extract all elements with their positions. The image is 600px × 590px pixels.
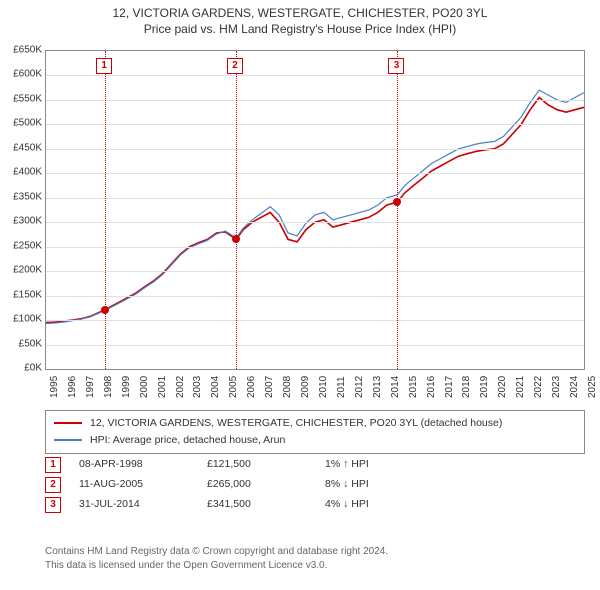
legend-swatch <box>54 422 82 424</box>
x-axis-label: 2013 <box>372 376 383 398</box>
chart-svg <box>46 51 584 369</box>
x-axis-label: 1998 <box>103 376 114 398</box>
x-axis-label: 2006 <box>246 376 257 398</box>
x-axis-label: 2002 <box>175 376 186 398</box>
x-axis-label: 2023 <box>551 376 562 398</box>
y-axis-label: £0K <box>0 363 42 374</box>
footer: Contains HM Land Registry data © Crown c… <box>45 545 585 573</box>
marker-badge: 1 <box>96 58 112 74</box>
x-axis-label: 2001 <box>157 376 168 398</box>
x-axis-label: 2024 <box>569 376 580 398</box>
transaction-row: 1 08-APR-1998 £121,500 1% ↑ HPI <box>45 455 585 475</box>
y-axis-label: £450K <box>0 142 42 153</box>
transaction-badge: 2 <box>45 477 61 493</box>
x-axis-label: 2014 <box>390 376 401 398</box>
x-axis-label: 2007 <box>264 376 275 398</box>
transaction-badge: 1 <box>45 457 61 473</box>
footer-line-1: Contains HM Land Registry data © Crown c… <box>45 545 585 559</box>
transaction-date: 08-APR-1998 <box>79 455 189 475</box>
x-axis-label: 2003 <box>192 376 203 398</box>
x-axis-label: 2008 <box>282 376 293 398</box>
transaction-delta: 8% ↓ HPI <box>325 475 369 495</box>
marker-badge: 2 <box>227 58 243 74</box>
y-axis-label: £100K <box>0 314 42 325</box>
x-axis-label: 2017 <box>444 376 455 398</box>
x-axis-label: 2022 <box>533 376 544 398</box>
x-axis-label: 2018 <box>461 376 472 398</box>
x-axis-label: 1995 <box>49 376 60 398</box>
x-axis-label: 2004 <box>210 376 221 398</box>
title-line-2: Price paid vs. HM Land Registry's House … <box>0 22 600 38</box>
transaction-badge: 3 <box>45 497 61 513</box>
x-axis-label: 2019 <box>479 376 490 398</box>
marker-badge: 3 <box>388 58 404 74</box>
legend-row: HPI: Average price, detached house, Arun <box>54 432 576 449</box>
x-axis-label: 2000 <box>139 376 150 398</box>
marker-dot <box>101 306 109 314</box>
transaction-price: £341,500 <box>207 495 307 515</box>
x-axis-label: 2005 <box>228 376 239 398</box>
x-axis-label: 2012 <box>354 376 365 398</box>
x-axis-label: 2015 <box>408 376 419 398</box>
transaction-price: £265,000 <box>207 475 307 495</box>
transaction-delta: 4% ↓ HPI <box>325 495 369 515</box>
x-axis-label: 1999 <box>121 376 132 398</box>
y-axis-label: £150K <box>0 289 42 300</box>
x-axis-label: 2025 <box>587 376 598 398</box>
marker-dot <box>393 198 401 206</box>
x-axis-label: 2020 <box>497 376 508 398</box>
y-axis-label: £650K <box>0 45 42 56</box>
transaction-row: 2 11-AUG-2005 £265,000 8% ↓ HPI <box>45 475 585 495</box>
y-axis-label: £250K <box>0 240 42 251</box>
transaction-price: £121,500 <box>207 455 307 475</box>
legend: 12, VICTORIA GARDENS, WESTERGATE, CHICHE… <box>45 410 585 454</box>
y-axis-label: £400K <box>0 167 42 178</box>
x-axis-label: 2011 <box>336 376 347 398</box>
legend-row: 12, VICTORIA GARDENS, WESTERGATE, CHICHE… <box>54 415 576 432</box>
transaction-date: 31-JUL-2014 <box>79 495 189 515</box>
x-axis-label: 2021 <box>515 376 526 398</box>
legend-swatch <box>54 439 82 441</box>
price-chart: { "title_line1": "12, VICTORIA GARDENS, … <box>0 0 600 590</box>
x-axis-label: 1997 <box>85 376 96 398</box>
transaction-delta: 1% ↑ HPI <box>325 455 369 475</box>
y-axis-label: £300K <box>0 216 42 227</box>
y-axis-label: £550K <box>0 93 42 104</box>
x-axis-label: 2016 <box>426 376 437 398</box>
transaction-row: 3 31-JUL-2014 £341,500 4% ↓ HPI <box>45 495 585 515</box>
marker-dot <box>232 235 240 243</box>
y-axis-label: £600K <box>0 69 42 80</box>
y-axis-label: £200K <box>0 265 42 276</box>
transaction-date: 11-AUG-2005 <box>79 475 189 495</box>
x-axis-label: 2009 <box>300 376 311 398</box>
series-subject <box>46 98 584 323</box>
x-axis-label: 2010 <box>318 376 329 398</box>
y-axis-label: £50K <box>0 338 42 349</box>
plot-area <box>45 50 585 370</box>
legend-label: 12, VICTORIA GARDENS, WESTERGATE, CHICHE… <box>90 415 502 432</box>
title-line-1: 12, VICTORIA GARDENS, WESTERGATE, CHICHE… <box>0 6 600 22</box>
transactions-table: 1 08-APR-1998 £121,500 1% ↑ HPI 2 11-AUG-2005… <box>45 455 585 515</box>
footer-line-2: This data is licensed under the Open Gov… <box>45 559 585 573</box>
x-axis-label: 1996 <box>67 376 78 398</box>
y-axis-label: £350K <box>0 191 42 202</box>
chart-title: 12, VICTORIA GARDENS, WESTERGATE, CHICHE… <box>0 0 600 37</box>
y-axis-label: £500K <box>0 118 42 129</box>
legend-label: HPI: Average price, detached house, Arun <box>90 432 285 449</box>
